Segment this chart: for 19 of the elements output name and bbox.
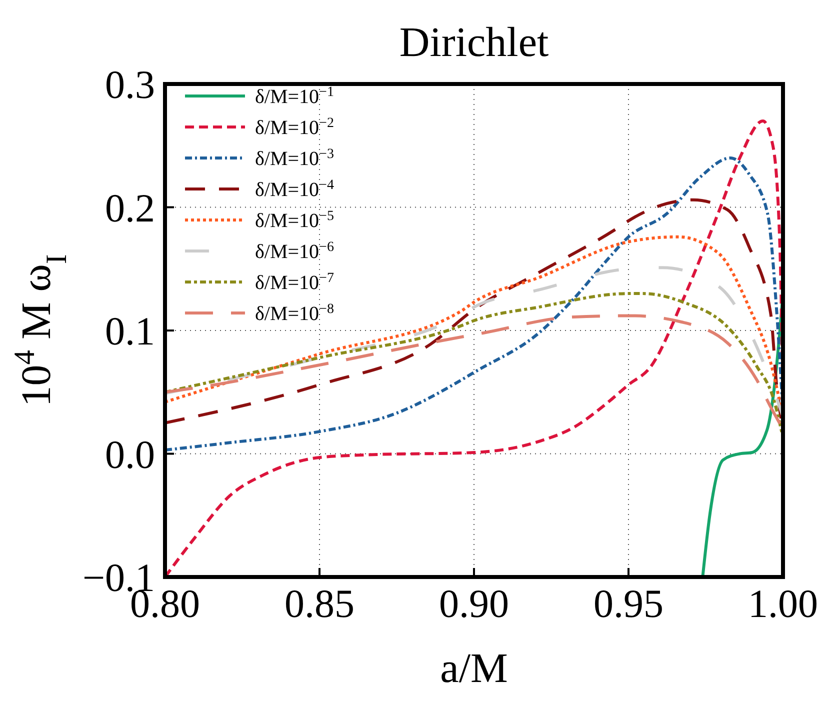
line-series xyxy=(165,119,783,577)
y-tick-label: 0.3 xyxy=(105,62,155,107)
y-tick-label: 0.0 xyxy=(105,432,155,477)
legend-label: δ/M=10$^{−1}$ xyxy=(255,84,334,108)
legend-label: δ/M=10$^{−7}$ xyxy=(255,270,334,294)
x-tick-label: 0.95 xyxy=(594,581,664,626)
y-tick-label: 0.1 xyxy=(105,308,155,354)
x-axis-title: a/M xyxy=(440,646,508,692)
legend-label: δ/M=10$^{−5}$ xyxy=(255,208,334,232)
legend-label: δ/M=10$^{−4}$ xyxy=(255,178,334,201)
legend-label: δ/M=10$^{−2}$ xyxy=(255,116,334,139)
legend-label: δ/M=10$^{−6}$ xyxy=(255,240,334,263)
y-tick-label: 0.2 xyxy=(105,185,155,230)
legend-label: δ/M=10$^{−8}$ xyxy=(255,302,334,325)
x-tick-label: 0.90 xyxy=(439,581,509,626)
x-tick-label: 1.00 xyxy=(748,581,818,626)
chart-title: Dirichlet xyxy=(399,20,549,66)
x-tick-label: 0.85 xyxy=(284,581,354,626)
legend-label: δ/M=10$^{−3}$ xyxy=(255,146,334,170)
